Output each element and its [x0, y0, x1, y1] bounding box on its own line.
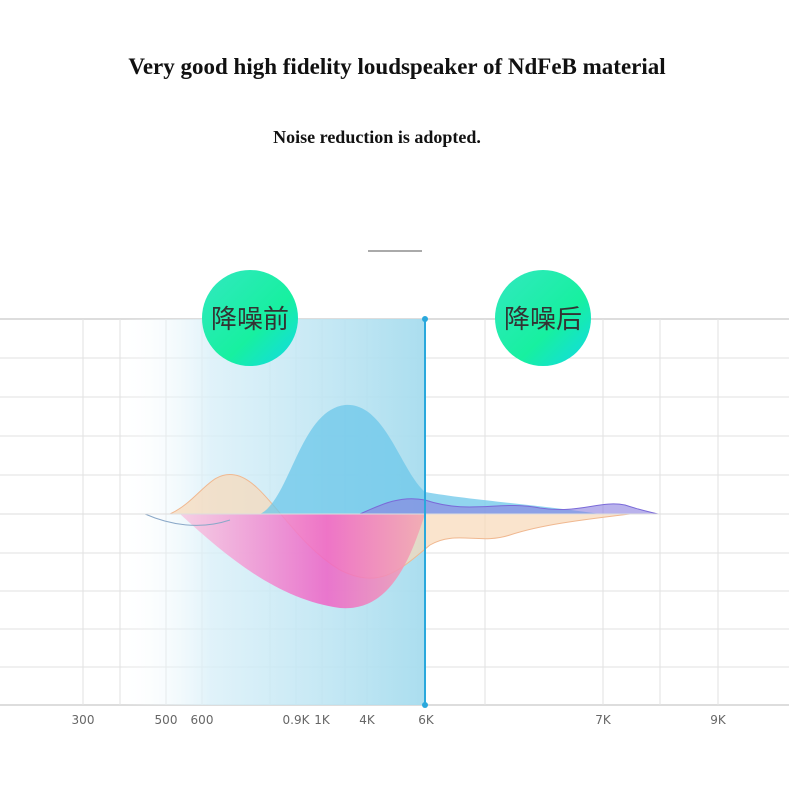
dot: [422, 702, 428, 708]
axis-label: 0.9K: [283, 713, 311, 727]
axis: 300 500 600 0.9K 1K 4K 6K 7K 9K: [72, 713, 727, 727]
badge-label: 降噪后: [504, 305, 582, 335]
dot: [422, 316, 428, 322]
axis-label: 1K: [314, 713, 331, 727]
axis-label: 300: [72, 713, 95, 727]
axis-label: 600: [191, 713, 214, 727]
badge-circle: [202, 270, 298, 366]
wave: [144, 513, 231, 526]
badge-label: 降噪前: [211, 305, 289, 335]
wave: [359, 498, 659, 515]
title: Very good high fidelity loudspeaker of N…: [128, 54, 665, 79]
subtitle: Noise reduction is adopted.: [273, 127, 481, 147]
axis-label: 500: [155, 713, 178, 727]
axis-label: 9K: [710, 713, 727, 727]
wave: [260, 404, 600, 514]
axis-label: 4K: [359, 713, 376, 727]
axis-label: 6K: [418, 713, 435, 727]
badge-circle: [495, 270, 591, 366]
wave: [180, 514, 425, 609]
axis-label: 7K: [595, 713, 612, 727]
